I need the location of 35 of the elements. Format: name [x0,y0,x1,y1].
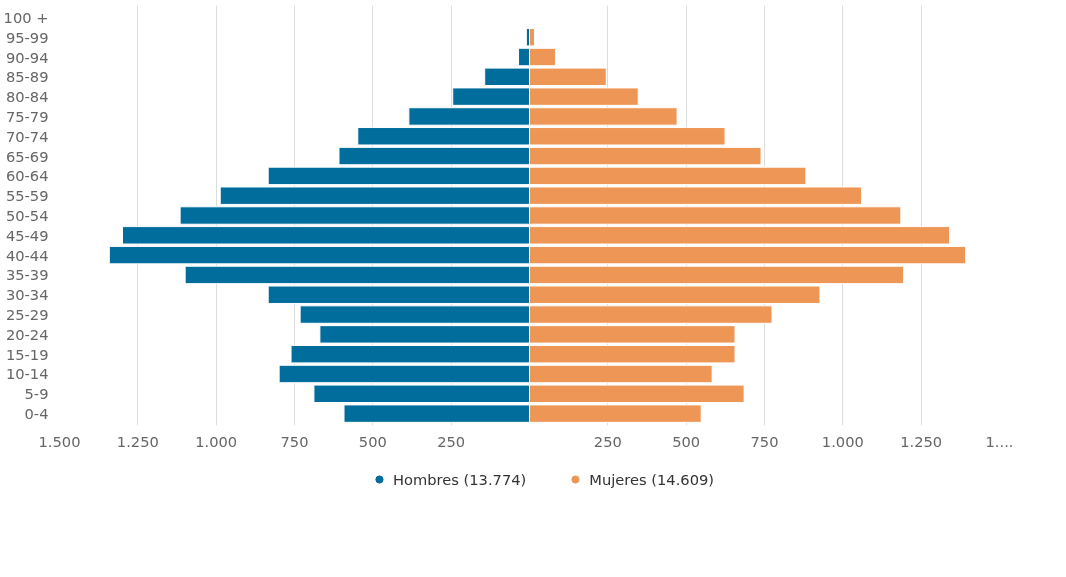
legend-label: Hombres (13.774) [392,470,527,488]
x-tick-label: 1.000 [195,432,238,450]
y-tick-label: 75-79 [5,107,49,125]
legend-label: Mujeres (14.609) [589,470,715,488]
y-tick-label: 35-39 [5,266,49,284]
y-tick-label: 30-34 [5,286,49,304]
x-tick-label: 750 [750,432,779,450]
x-tick-label: 500 [672,432,701,450]
y-tick-label: 20-24 [5,325,49,343]
y-tick-label: 5-9 [24,385,49,403]
y-tick-label: 45-49 [5,226,49,244]
y-tick-label: 85-89 [5,68,49,86]
y-tick-label: 90-94 [5,48,49,66]
y-tick-label: 10-14 [5,365,49,383]
y-tick-label: 15-19 [5,345,49,363]
x-tick-label: 250 [437,432,466,450]
x-tick-label: 750 [280,432,309,450]
x-tick-label: 500 [358,432,387,450]
y-tick-label: 60-64 [5,167,49,185]
x-tick-label: 1.250 [900,432,943,450]
x-tick-label: 1.000 [821,432,864,450]
y-tick-label: 95-99 [5,28,49,46]
y-tick-label: 25-29 [5,306,49,324]
y-tick-label: 100 + [3,8,49,26]
x-tick-label: 1.250 [116,432,159,450]
y-tick-label: 0-4 [24,405,49,423]
x-tick-label: 1.... [985,432,1014,450]
y-tick-label: 70-74 [5,127,49,145]
y-tick-label: 80-84 [5,88,49,106]
y-tick-label: 50-54 [5,207,49,224]
y-tick-label: 65-69 [5,147,49,165]
x-tick-label: 250 [593,432,622,450]
y-tick-label: 40-44 [5,246,49,264]
x-tick-label: 1.500 [38,432,81,450]
y-tick-label: 55-59 [5,187,49,205]
